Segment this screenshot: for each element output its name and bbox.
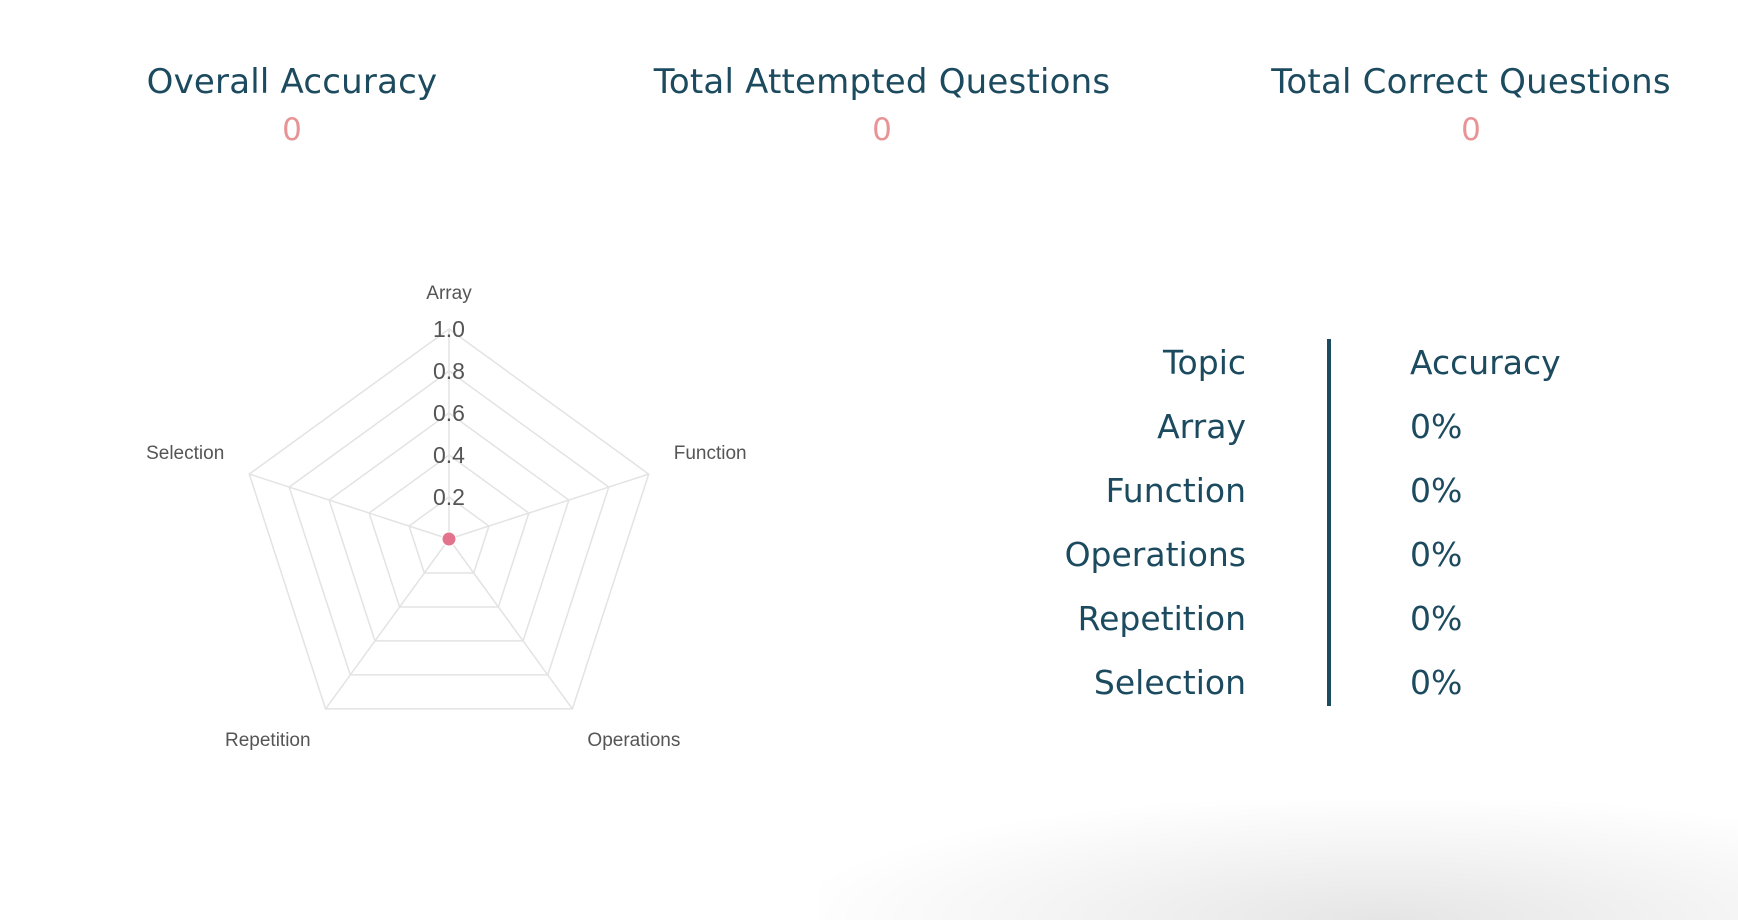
row-topic: Operations <box>1064 535 1246 574</box>
overall-accuracy-stat: Overall Accuracy 0 <box>0 56 592 152</box>
radar-tick-label: 0.2 <box>433 484 465 510</box>
radar-tick-label: 0.4 <box>433 442 465 468</box>
total-correct-value: 0 <box>1461 112 1481 148</box>
column-divider <box>1327 339 1331 706</box>
row-accuracy: 0% <box>1410 471 1463 510</box>
radar-data-point <box>441 531 457 547</box>
radar-category-label: Selection <box>146 443 224 464</box>
table-row: Repetition 0% <box>1000 594 1650 654</box>
radar-chart: 0.2 0.4 0.6 0.8 1.0 Array Function Operations Re… <box>146 283 747 751</box>
radar-category-label: Array <box>426 283 472 304</box>
radar-tick-label: 1.0 <box>433 316 465 342</box>
row-accuracy: 0% <box>1410 663 1463 702</box>
total-correct-stat: Total Correct Questions 0 <box>1171 56 1738 152</box>
radar-tick-label: 0.8 <box>433 358 465 384</box>
radar-category-label: Repetition <box>225 730 311 751</box>
radar-grid-ring <box>288 370 610 676</box>
radar-category-label: Operations <box>587 730 680 751</box>
radar-spoke <box>324 538 450 710</box>
row-accuracy: 0% <box>1410 535 1463 574</box>
row-topic: Function <box>1105 471 1246 510</box>
radar-spoke <box>448 473 649 540</box>
row-topic: Selection <box>1093 663 1246 702</box>
bottom-shadow <box>820 800 1738 920</box>
total-attempted-stat: Total Attempted Questions 0 <box>582 56 1182 152</box>
table-header-row: Topic Accuracy <box>1000 338 1650 398</box>
row-topic: Repetition <box>1077 599 1246 638</box>
table-row: Operations 0% <box>1000 530 1650 590</box>
radar-spoke <box>448 538 574 710</box>
table-row: Selection 0% <box>1000 658 1650 718</box>
row-accuracy: 0% <box>1410 599 1463 638</box>
table-row: Array 0% <box>1000 402 1650 462</box>
radar-grid-ring <box>408 496 490 574</box>
row-topic: Array <box>1157 407 1246 446</box>
radar-spoke <box>249 473 450 540</box>
radar-grid-ring <box>368 454 530 608</box>
radar-grid-ring <box>328 412 570 642</box>
topic-accuracy-table: Topic Accuracy Array 0% Function 0% Oper… <box>1000 338 1650 708</box>
header-accuracy: Accuracy <box>1410 343 1561 382</box>
overall-accuracy-label: Overall Accuracy <box>146 62 438 102</box>
header-topic: Topic <box>1163 343 1246 382</box>
total-attempted-label: Total Attempted Questions <box>653 62 1111 102</box>
overall-accuracy-value: 0 <box>282 112 302 148</box>
radar-category-label: Function <box>674 443 747 464</box>
row-accuracy: 0% <box>1410 407 1463 446</box>
radar-grid-ring <box>248 328 650 710</box>
radar-tick-label: 0.6 <box>433 400 465 426</box>
table-row: Function 0% <box>1000 466 1650 526</box>
total-correct-label: Total Correct Questions <box>1271 62 1671 102</box>
total-attempted-value: 0 <box>872 112 892 148</box>
